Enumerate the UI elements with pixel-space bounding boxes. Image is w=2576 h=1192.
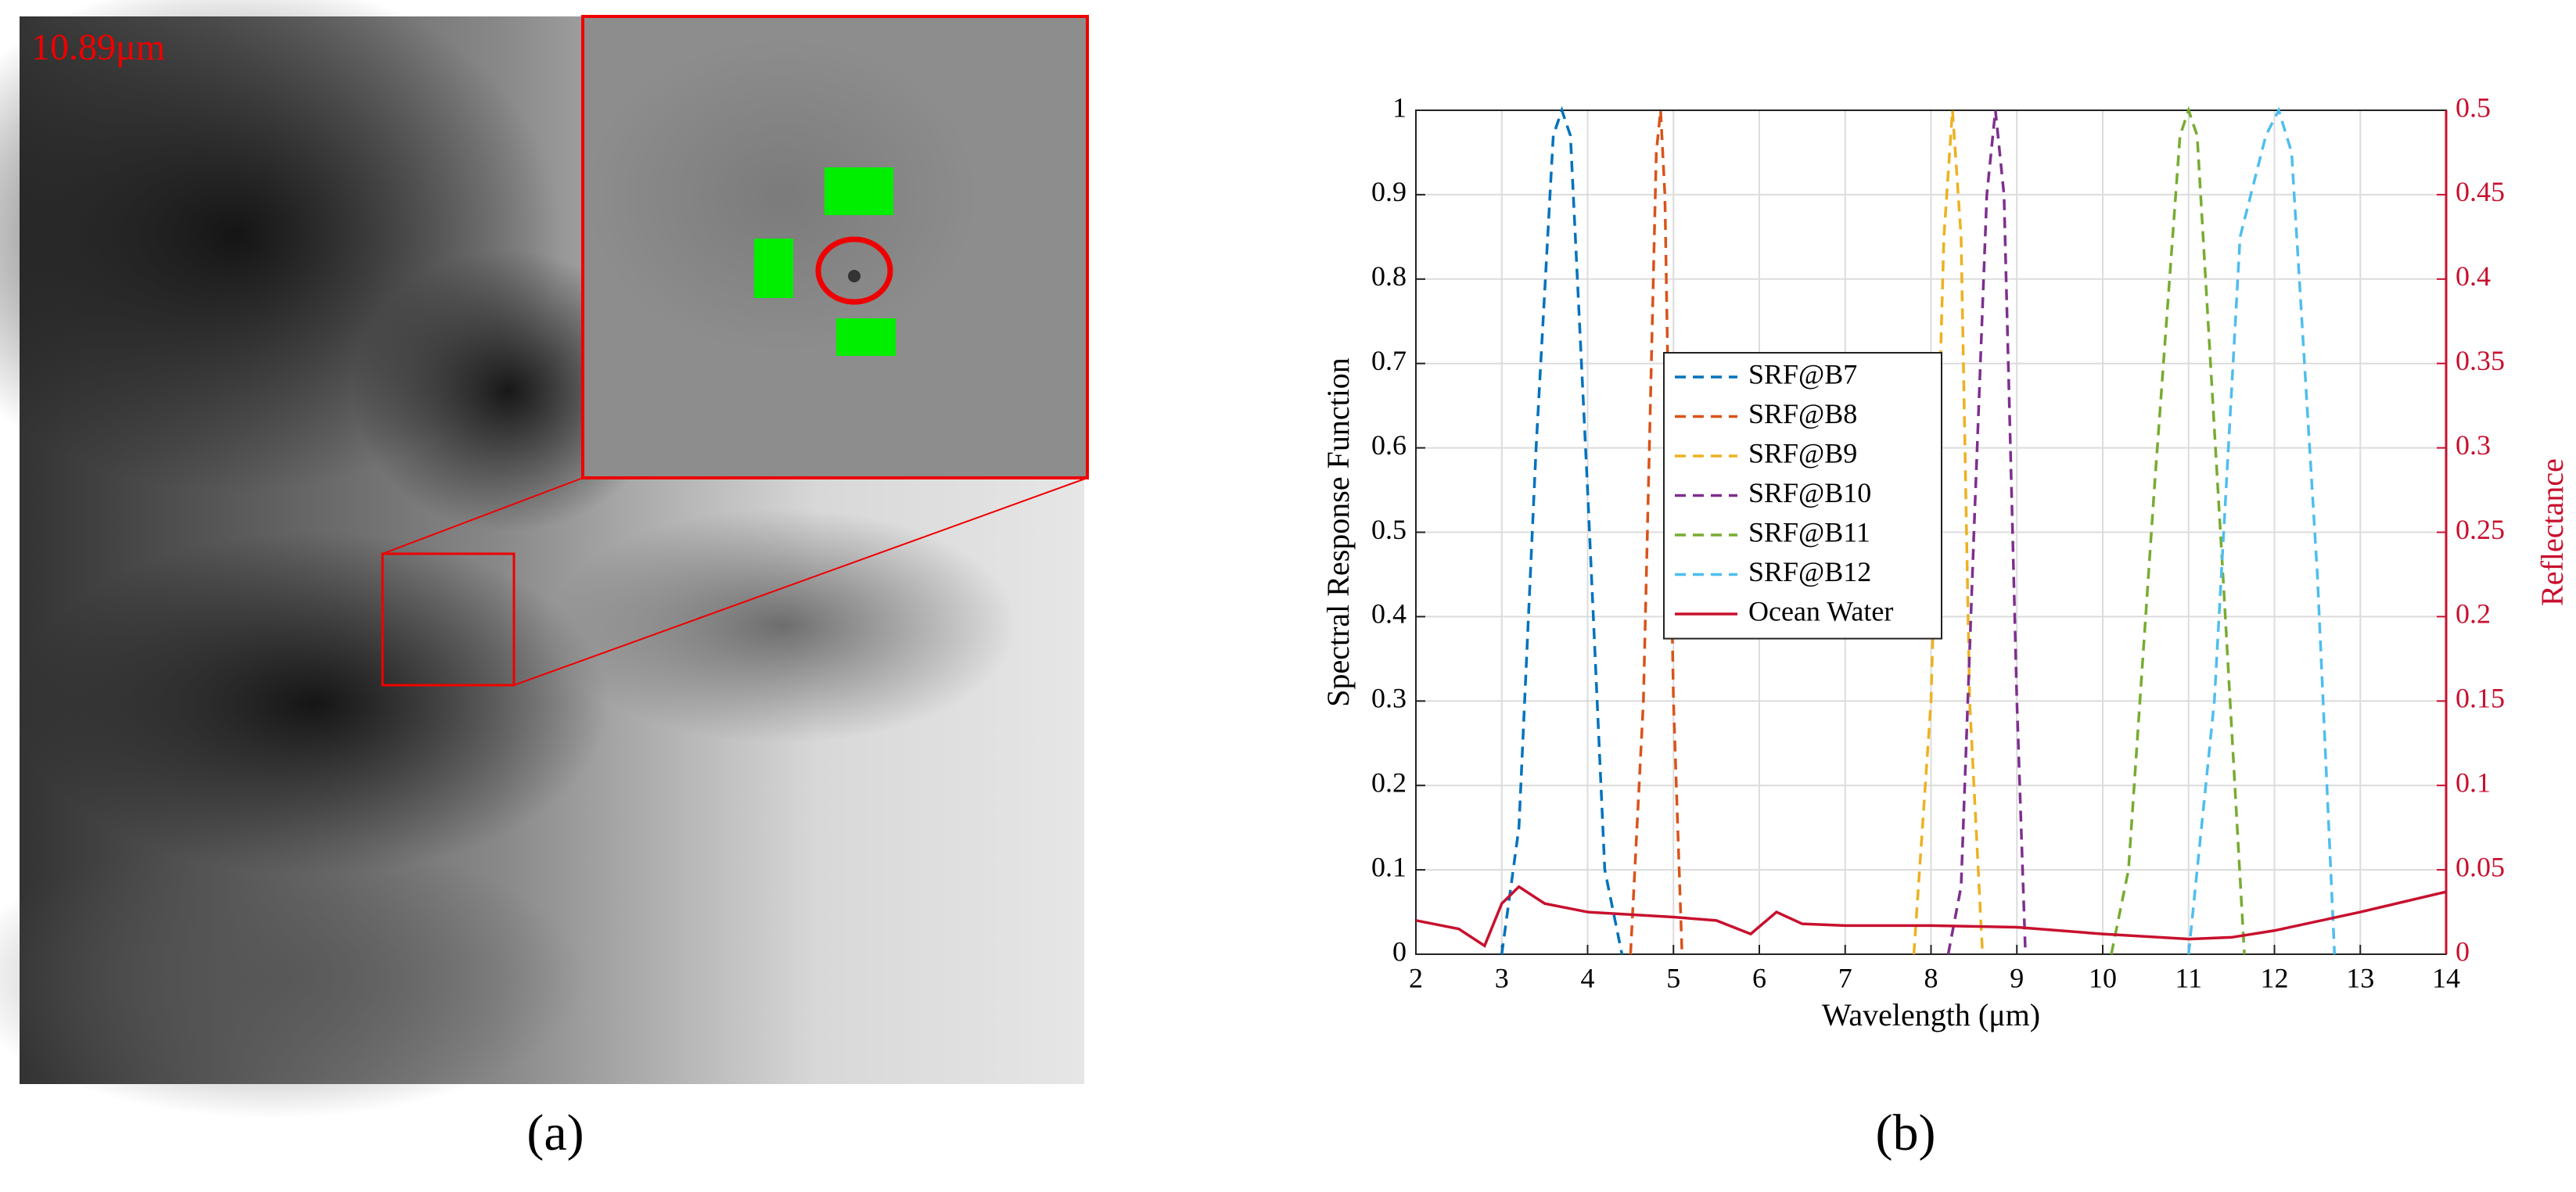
y2-tick-label: 0.3 [2456, 429, 2491, 461]
y-tick-label: 0.3 [1371, 683, 1407, 714]
x-tick-label: 4 [1581, 962, 1595, 993]
series-line [1415, 885, 2447, 948]
x-tick-label: 2 [1409, 962, 1423, 993]
legend-label: Ocean Water [1748, 595, 1893, 627]
legend-label: SRF@B10 [1748, 477, 1871, 508]
x-tick-label: 13 [2346, 962, 2374, 993]
y-tick-label: 0.6 [1371, 429, 1407, 461]
x-axis-label: Wavelength (μm) [1822, 997, 2040, 1032]
legend-label: SRF@B9 [1748, 437, 1857, 469]
y2-tick-label: 0 [2456, 935, 2470, 967]
y2-tick-label: 0.1 [2456, 767, 2491, 798]
legend-label: SRF@B8 [1748, 398, 1857, 429]
legend-box [1663, 352, 1942, 640]
y2-tick-label: 0.4 [2456, 260, 2491, 292]
x-tick-label: 12 [2261, 962, 2289, 993]
thermal-image: 10.89μm [0, 0, 1089, 1118]
y2-axis-label: Reflectance [2535, 458, 2570, 606]
y-tick-label: 1 [1392, 92, 1407, 123]
y-tick-label: 0.8 [1371, 260, 1407, 292]
y-tick-label: 0.5 [1371, 514, 1407, 545]
x-tick-label: 8 [1924, 962, 1938, 993]
legend-label: SRF@B7 [1748, 358, 1857, 390]
y2-tick-label: 0.05 [2456, 851, 2505, 882]
series-line [2110, 106, 2246, 955]
x-tick-label: 3 [1495, 962, 1509, 993]
y2-tick-label: 0.2 [2456, 598, 2491, 630]
series-line [1946, 110, 2027, 955]
y2-tick-label: 0.15 [2456, 683, 2505, 714]
y2-tick-label: 0.5 [2456, 92, 2491, 123]
series-line [1629, 110, 1683, 955]
band-label: 10.89μm [31, 27, 165, 68]
y-tick-label: 0.4 [1371, 598, 1407, 630]
x-tick-label: 5 [1666, 962, 1680, 993]
x-tick-label: 6 [1752, 962, 1766, 993]
caption: (a) [526, 1104, 584, 1161]
y-tick-label: 0.9 [1371, 176, 1407, 207]
y2-tick-label: 0.35 [2456, 345, 2505, 376]
y-tick-label: 0.2 [1371, 767, 1407, 798]
x-tick-label: 9 [2010, 962, 2024, 993]
x-tick-label: 7 [1838, 962, 1852, 993]
y2-tick-label: 0.25 [2456, 514, 2505, 545]
y-axis-label: Spectral Response Function [1320, 357, 1356, 707]
y-tick-label: 0.7 [1371, 345, 1407, 376]
series-line [2187, 106, 2337, 955]
series-line [1912, 110, 1985, 955]
x-tick-label: 11 [2175, 962, 2202, 993]
y2-tick-label: 0.45 [2456, 176, 2505, 207]
y-tick-label: 0.1 [1371, 851, 1407, 882]
legend-label: SRF@B12 [1748, 556, 1871, 587]
y-tick-label: 0 [1392, 935, 1407, 967]
caption: (b) [1876, 1104, 1936, 1161]
series-line [1500, 106, 1624, 955]
legend-label: SRF@B11 [1748, 516, 1870, 548]
x-tick-label: 10 [2089, 962, 2117, 993]
x-tick-label: 14 [2432, 962, 2460, 993]
